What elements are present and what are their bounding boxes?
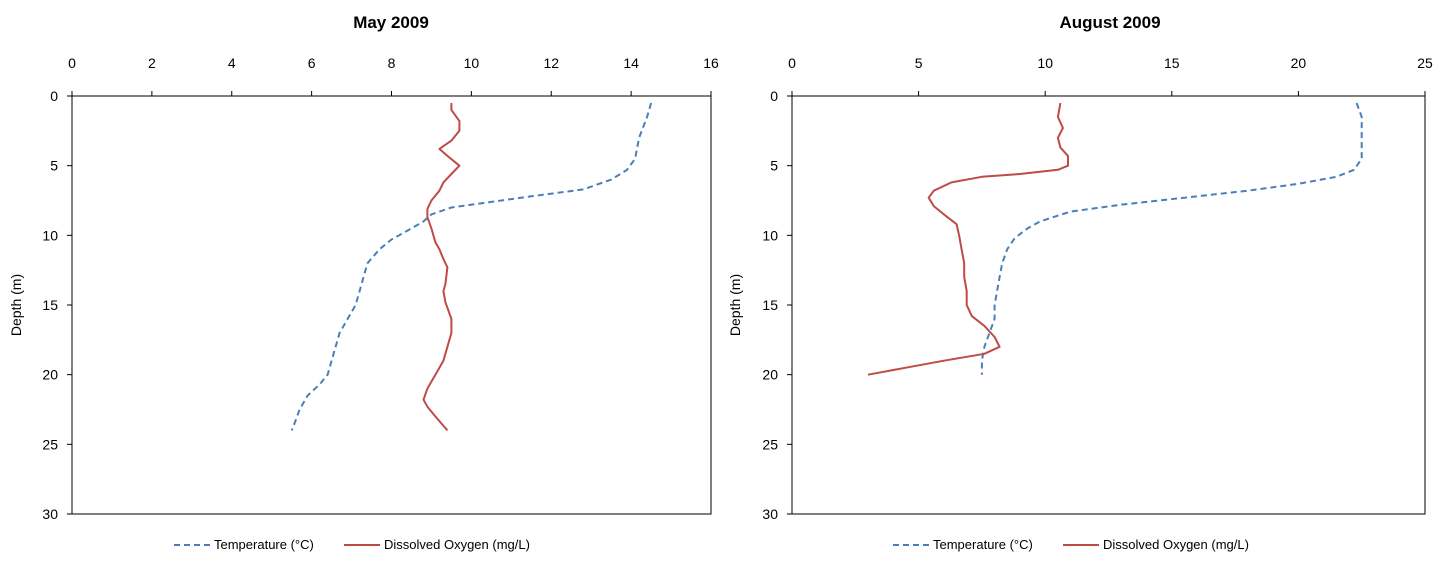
y-tick-label: 25 <box>42 436 58 452</box>
x-tick-label: 15 <box>1164 55 1180 71</box>
dissolved-oxygen-series-line <box>422 103 461 432</box>
y-tick-label: 15 <box>42 297 58 313</box>
y-tick-label: 0 <box>770 88 778 104</box>
x-tick-label: 0 <box>68 55 76 71</box>
x-tick-label: 6 <box>308 55 316 71</box>
y-axis-label: Depth (m) <box>8 274 24 336</box>
legend-label-dissolved-oxygen: Dissolved Oxygen (mg/L) <box>384 537 530 552</box>
y-tick-label: 25 <box>762 436 778 452</box>
temperature-series-line <box>290 102 653 431</box>
y-tick-label: 10 <box>42 227 58 243</box>
y-tick-label: 15 <box>762 297 778 313</box>
chart-svg-may-2009: May 2009 Depth (m) 0 2 4 6 8 10 12 14 16 0 5 10 15 20… <box>8 13 719 552</box>
x-tick-label: 8 <box>388 55 396 71</box>
y-tick-label: 20 <box>762 367 778 383</box>
y-tick-label: 0 <box>50 88 58 104</box>
chart-title: August 2009 <box>1059 13 1160 32</box>
x-tick-label: 10 <box>1037 55 1053 71</box>
legend-label-temperature: Temperature (°C) <box>214 537 314 552</box>
chart-panel-may-2009: May 2009 Depth (m) 0 2 4 6 8 10 12 14 16 0 5 10 15 20… <box>0 0 726 563</box>
x-tick-label: 20 <box>1291 55 1307 71</box>
legend-label-temperature: Temperature (°C) <box>933 537 1033 552</box>
x-tick-label: 10 <box>464 55 480 71</box>
x-tick-label: 16 <box>703 55 719 71</box>
y-tick-label: 30 <box>762 506 778 522</box>
x-tick-label: 12 <box>543 55 559 71</box>
x-tick-label: 25 <box>1417 55 1433 71</box>
temperature-series-line <box>980 102 1363 375</box>
y-axis-label: Depth (m) <box>727 274 743 336</box>
y-tick-label: 5 <box>50 158 58 174</box>
chart-svg-august-2009: August 2009 Depth (m) 0 5 10 15 20 25 0 5 10 15 20… <box>727 13 1433 552</box>
x-tick-label: 4 <box>228 55 236 71</box>
y-tick-label: 10 <box>762 227 778 243</box>
x-tick-label: 14 <box>623 55 639 71</box>
legend-label-dissolved-oxygen: Dissolved Oxygen (mg/L) <box>1103 537 1249 552</box>
chart-panel-august-2009: August 2009 Depth (m) 0 5 10 15 20 25 0 5 10 15 20… <box>726 0 1453 563</box>
x-tick-label: 5 <box>915 55 923 71</box>
plot-area <box>71 95 712 515</box>
y-tick-label: 5 <box>770 158 778 174</box>
chart-title: May 2009 <box>353 13 429 32</box>
plot-area <box>791 95 1426 515</box>
x-tick-label: 0 <box>788 55 796 71</box>
x-tick-label: 2 <box>148 55 156 71</box>
y-tick-label: 30 <box>42 506 58 522</box>
dissolved-oxygen-series-line <box>867 102 1069 376</box>
y-tick-label: 20 <box>42 367 58 383</box>
